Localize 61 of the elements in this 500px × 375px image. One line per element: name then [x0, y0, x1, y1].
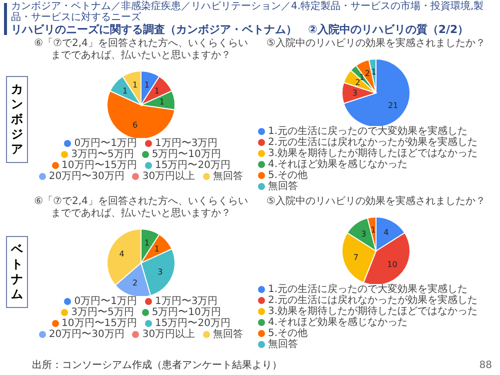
text: 88 [479, 360, 492, 372]
legend-label: 3万円〜5万円 [71, 149, 134, 160]
legend-label: 1万円〜3万円 [155, 138, 218, 149]
legend-label: 15万円〜20万円 [155, 318, 230, 329]
data-label: 3 [361, 229, 366, 238]
legend-label: 2.元の生活には戻れなかったが効果を実感した [268, 295, 478, 306]
data-label: 7 [353, 253, 358, 262]
legend-label: 3万円〜5万円 [71, 307, 134, 318]
chart-title: ⑥「⑦で2,4」を回答された方へ、いくらくらいまでであれば、払いたいと思いますか？ [33, 196, 249, 220]
legend-label: 5.その他 [268, 170, 308, 181]
data-label: 1 [370, 226, 376, 235]
data-label: 1 [159, 98, 164, 106]
data-label: 21 [388, 100, 398, 110]
legend-label: 5.その他 [268, 328, 308, 339]
text: ベトナム [10, 242, 24, 302]
legend-label: 無回答 [213, 171, 244, 182]
legend-label: 0万円〜1万円 [74, 296, 137, 307]
chart-title: ⑥「⑦で2,4」を回答された方へ、いくらくらいまでであれば、払いたいと思いますか？ [33, 38, 249, 62]
data-label: 6 [132, 120, 138, 130]
chart-title: ⑤入院中のリハビリの効果を実感されましたか？ [266, 196, 486, 208]
text: リハビリのニーズに関する調査（カンボジア・ベトナム） ②入院中のリハビリの質（2/2） [11, 23, 469, 36]
legend-label: 3.効果を期待したが期待したほどではなかった [268, 148, 478, 159]
legend-label: 4.それほど効果を感じなかった [268, 159, 408, 170]
legend-label: 無回答 [268, 339, 298, 350]
legend-label: 5万円〜10万円 [152, 149, 221, 160]
legend-label: 1.元の生活に戻ったので大変効果を実感した [268, 284, 468, 295]
legend-label: 10万円〜15万円 [62, 160, 137, 171]
legend-label: 0万円〜1万円 [74, 138, 137, 149]
text: 出所：コンソーシアム作成（患者アンケート結果より） [32, 360, 282, 372]
legend-label: 無回答 [213, 329, 244, 340]
data-label: 3 [352, 88, 358, 98]
pie-slice [343, 58, 410, 126]
data-label: 10 [387, 260, 398, 269]
legend-label: 30万円以上 [142, 329, 196, 340]
legend-label: 無回答 [268, 181, 298, 192]
data-label: 4 [119, 250, 124, 259]
data-label: 1 [144, 238, 150, 248]
data-label: 2 [364, 69, 370, 78]
data-label: 1 [144, 80, 150, 90]
text: カンボジア・ベトナム／非感染症疾患／リハビリテーション／4.特定製品・サービスの市場・投資環境,製品・サービスに対するニーズ [11, 1, 485, 23]
legend-label: 30万円以上 [142, 171, 196, 182]
data-label: 1 [154, 86, 160, 96]
text: カンボジア [10, 82, 24, 157]
legend-label: 5万円〜10万円 [152, 307, 221, 318]
data-label: 2 [132, 278, 138, 288]
legend-label: 15万円〜20万円 [155, 160, 230, 171]
legend-label: 3.効果を期待したが期待したほどではなかった [268, 306, 478, 317]
data-label: 1 [132, 80, 138, 90]
legend-label: 20万円〜30万円 [48, 171, 124, 182]
legend-label: 20万円〜30万円 [48, 329, 124, 340]
data-label: 2 [355, 78, 360, 87]
data-label: 1 [122, 86, 128, 96]
legend-label: 2.元の生活には戻れなかったが効果を実感した [268, 137, 478, 148]
data-label: 1 [154, 244, 160, 254]
data-label: 3 [158, 267, 163, 276]
legend-label: 1万円〜3万円 [155, 296, 218, 307]
legend-label: 10万円〜15万円 [62, 318, 137, 329]
chart-title: ⑤入院中のリハビリの効果を実感されましたか？ [266, 38, 486, 50]
legend-label: 4.それほど効果を感じなかった [268, 317, 408, 328]
legend-label: 1.元の生活に戻ったので大変効果を実感した [268, 126, 468, 137]
data-label: 4 [384, 228, 389, 238]
